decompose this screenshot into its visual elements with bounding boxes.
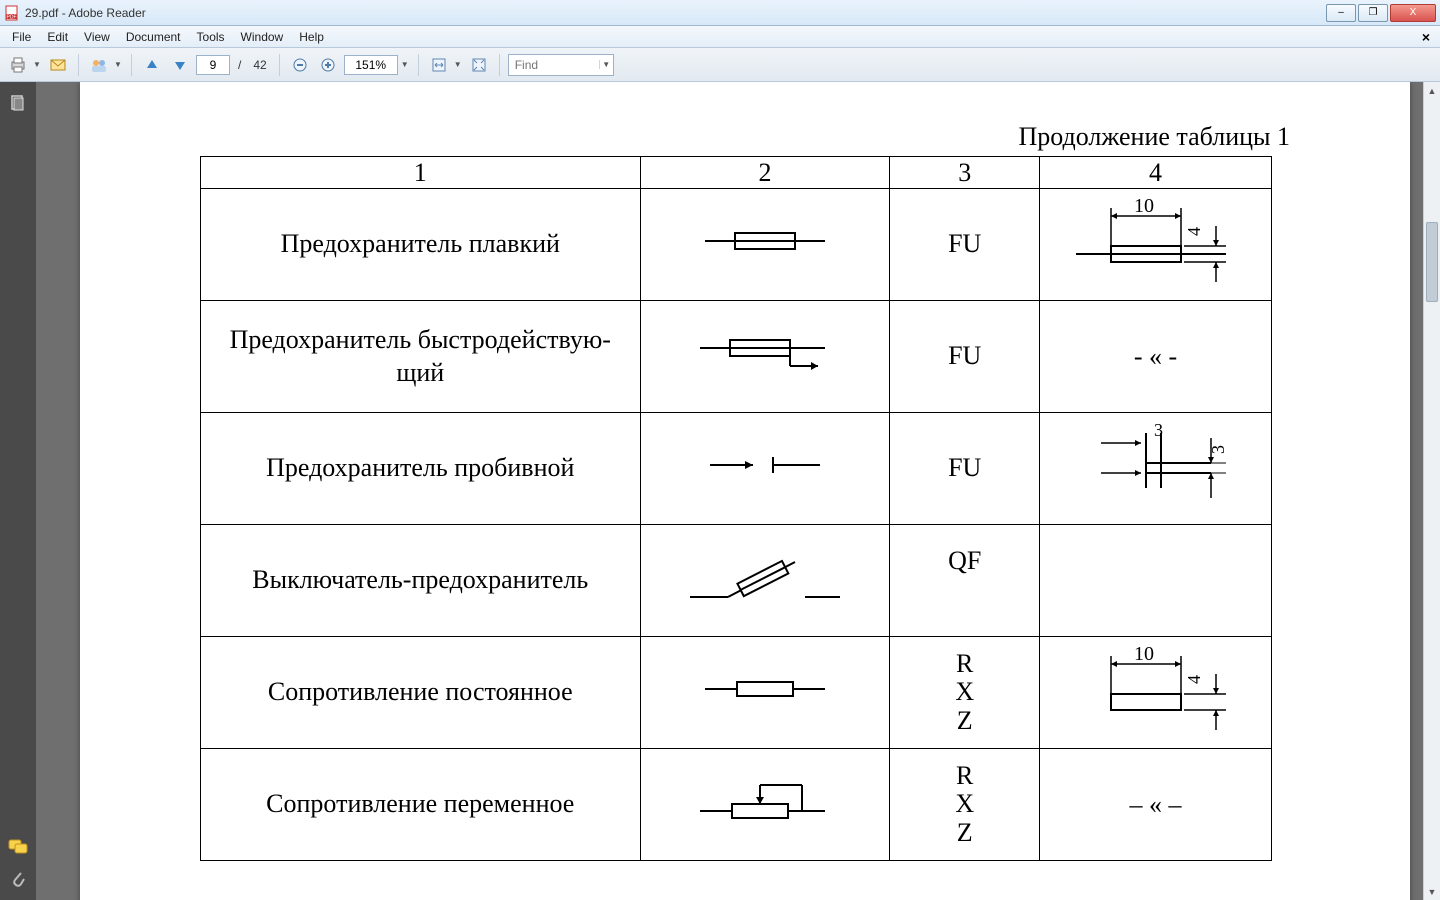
component-symbol <box>640 189 890 301</box>
menu-bar: File Edit View Document Tools Window Hel… <box>0 26 1440 48</box>
navigation-pane <box>0 82 36 900</box>
menu-tools[interactable]: Tools <box>189 28 233 46</box>
component-code: FU <box>890 301 1040 413</box>
page-separator: / <box>234 58 245 72</box>
table-row: Предохранитель пробивной FU 3 <box>201 413 1272 525</box>
component-code: FU <box>890 413 1040 525</box>
col-header-2: 2 <box>640 157 890 189</box>
scroll-down-icon[interactable]: ▼ <box>1424 883 1440 900</box>
menu-window[interactable]: Window <box>233 28 292 46</box>
table-row: Выключатель-предохранитель QF <box>201 525 1272 637</box>
dim-label: 10 <box>1134 196 1154 217</box>
toolbar-separator <box>418 54 419 76</box>
scrollbar-thumb[interactable] <box>1426 222 1438 302</box>
maximize-button[interactable]: ❐ <box>1358 4 1388 22</box>
component-symbol <box>640 749 890 861</box>
window-title: 29.pdf - Adobe Reader <box>25 6 146 20</box>
toolbar-separator <box>499 54 500 76</box>
email-button[interactable] <box>46 53 70 77</box>
workspace: Продолжение таблицы 1 1 2 3 4 Предохрани… <box>0 82 1440 900</box>
minimize-button[interactable]: – <box>1326 4 1356 22</box>
component-symbol <box>640 301 890 413</box>
component-dimensions: 3 3 <box>1040 413 1272 525</box>
table-row: Сопротивление постоянное R X Z 10 <box>201 637 1272 749</box>
table-caption: Продолжение таблицы 1 <box>200 122 1290 152</box>
svg-text:PDF: PDF <box>7 14 17 20</box>
toolbar-separator <box>279 54 280 76</box>
toolbar-separator <box>78 54 79 76</box>
window-titlebar: PDF 29.pdf - Adobe Reader – ❐ X <box>0 0 1440 26</box>
zoom-input[interactable] <box>344 55 398 75</box>
col-header-4: 4 <box>1040 157 1272 189</box>
collab-dropdown[interactable]: ▼ <box>113 60 123 69</box>
find-input[interactable] <box>509 58 599 72</box>
page-down-button[interactable] <box>168 53 192 77</box>
attachments-panel-icon[interactable] <box>7 868 29 890</box>
component-code: QF <box>890 525 1040 637</box>
table-header-row: 1 2 3 4 <box>201 157 1272 189</box>
fit-dropdown[interactable]: ▼ <box>453 60 463 69</box>
component-code: R X Z <box>890 637 1040 749</box>
scroll-up-icon[interactable]: ▲ <box>1424 82 1440 99</box>
component-name: Предохранитель быстродействую- щий <box>201 301 641 413</box>
col-header-3: 3 <box>890 157 1040 189</box>
component-dimensions: - « - <box>1040 301 1272 413</box>
fit-width-button[interactable] <box>427 53 451 77</box>
print-dropdown[interactable]: ▼ <box>32 60 42 69</box>
page-number-input[interactable] <box>196 55 230 75</box>
vertical-scrollbar[interactable]: ▲ ▼ <box>1423 82 1440 900</box>
component-dimensions: – « – <box>1040 749 1272 861</box>
window-controls: – ❐ X <box>1326 4 1436 22</box>
component-name: Сопротивление переменное <box>201 749 641 861</box>
component-code: FU <box>890 189 1040 301</box>
window-close-button[interactable]: X <box>1390 4 1436 22</box>
comments-panel-icon[interactable] <box>7 836 29 858</box>
page-total: 42 <box>249 58 270 72</box>
dim-label: 4 <box>1184 675 1204 684</box>
page-up-button[interactable] <box>140 53 164 77</box>
component-symbol <box>640 525 890 637</box>
print-button[interactable] <box>6 53 30 77</box>
menu-file[interactable]: File <box>4 28 39 46</box>
component-code: R X Z <box>890 749 1040 861</box>
component-table: 1 2 3 4 Предохранитель плавкий FU <box>200 156 1272 861</box>
component-dimensions: 10 4 <box>1040 189 1272 301</box>
table-row: Предохранитель быстродействую- щий FU - … <box>201 301 1272 413</box>
menu-help[interactable]: Help <box>291 28 332 46</box>
toolbar-separator <box>131 54 132 76</box>
table-row: Сопротивление переменное R X Z – « – <box>201 749 1272 861</box>
component-symbol <box>640 637 890 749</box>
component-name: Предохранитель плавкий <box>201 189 641 301</box>
pdf-page: Продолжение таблицы 1 1 2 3 4 Предохрани… <box>80 82 1410 900</box>
zoom-dropdown[interactable]: ▼ <box>400 60 410 69</box>
component-dimensions <box>1040 525 1272 637</box>
find-dropdown[interactable]: ▼ <box>599 60 613 69</box>
component-name: Сопротивление постоянное <box>201 637 641 749</box>
toolbar: ▼ ▼ / 42 ▼ ▼ ▼ <box>0 48 1440 82</box>
fullscreen-button[interactable] <box>467 53 491 77</box>
dim-label: 3 <box>1208 445 1228 454</box>
component-name: Предохранитель пробивной <box>201 413 641 525</box>
menu-view[interactable]: View <box>76 28 118 46</box>
document-close-button[interactable]: × <box>1416 29 1436 45</box>
collab-button[interactable] <box>87 53 111 77</box>
menu-edit[interactable]: Edit <box>39 28 76 46</box>
dim-label: 10 <box>1134 644 1154 665</box>
component-symbol <box>640 413 890 525</box>
pages-panel-icon[interactable] <box>7 92 29 114</box>
component-dimensions: 10 4 <box>1040 637 1272 749</box>
document-viewport[interactable]: Продолжение таблицы 1 1 2 3 4 Предохрани… <box>36 82 1440 900</box>
find-box: ▼ <box>508 54 614 76</box>
dim-label: 4 <box>1184 227 1204 236</box>
col-header-1: 1 <box>201 157 641 189</box>
zoom-in-button[interactable] <box>316 53 340 77</box>
component-name: Выключатель-предохранитель <box>201 525 641 637</box>
table-row: Предохранитель плавкий FU 10 <box>201 189 1272 301</box>
zoom-out-button[interactable] <box>288 53 312 77</box>
app-icon: PDF <box>4 5 20 21</box>
menu-document[interactable]: Document <box>118 28 189 46</box>
